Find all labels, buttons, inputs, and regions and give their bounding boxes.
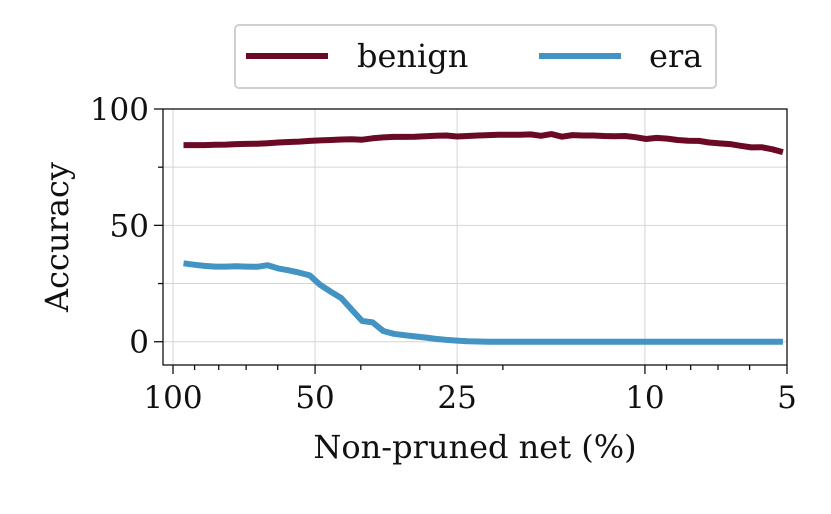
grid [163, 108, 788, 365]
legend: benign era [234, 24, 717, 89]
x-tick-label: 100 [143, 380, 202, 416]
x-axis-label: Non-pruned net (%) [313, 428, 636, 466]
series-line-era [183, 260, 783, 345]
x-tick-label: 5 [777, 380, 797, 416]
series-lines [183, 131, 784, 345]
x-tick-label: 50 [295, 380, 334, 416]
legend-label-benign: benign [357, 37, 468, 75]
y-axis-label: Accuracy [38, 162, 76, 313]
legend-label-era: era [649, 37, 702, 75]
y-tick-label: 0 [129, 325, 149, 361]
y-tick-label: 50 [110, 208, 149, 244]
x-tick-label: 10 [625, 380, 664, 416]
plot-frame [162, 108, 788, 366]
x-tick-label: 25 [437, 380, 476, 416]
y-tick-label: 100 [90, 92, 149, 128]
legend-box [234, 24, 717, 89]
series-line-benign [183, 131, 784, 155]
